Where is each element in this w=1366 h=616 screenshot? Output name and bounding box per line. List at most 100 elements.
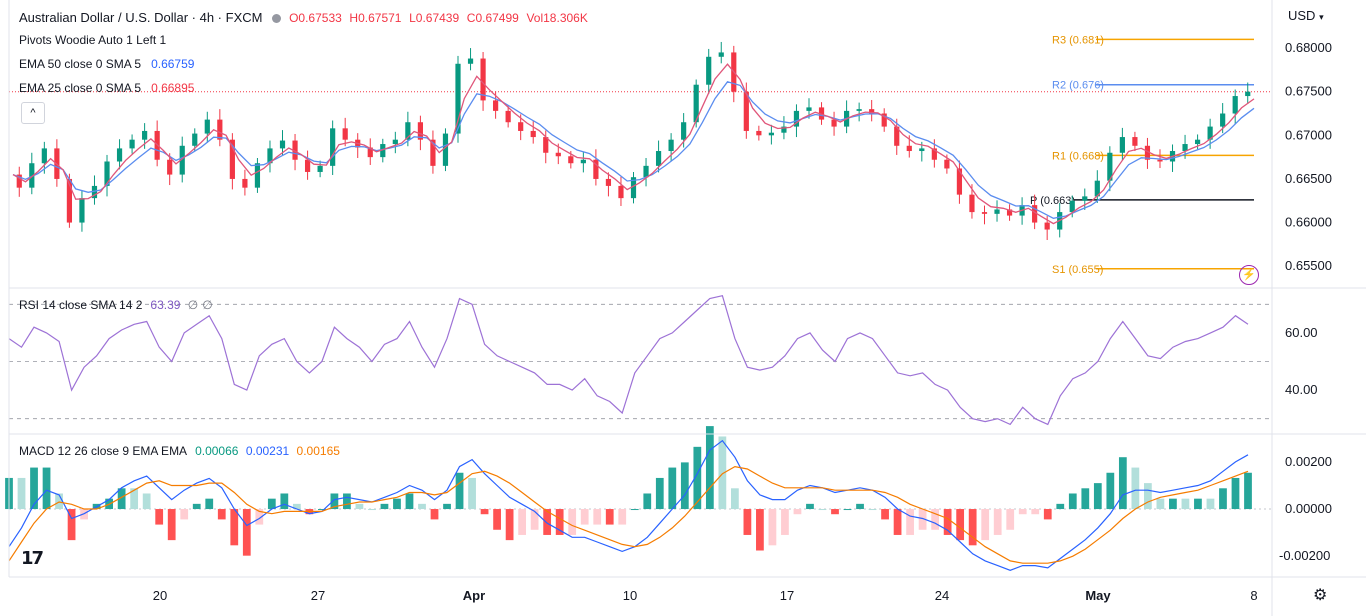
candle-body	[242, 178, 248, 188]
time-tick-label: Apr	[463, 588, 485, 603]
candle-body	[66, 178, 73, 223]
macd-hist-bar	[430, 509, 439, 520]
macd-hist-bar	[605, 509, 614, 525]
macd-hist-bar	[1068, 493, 1077, 510]
ema50-value: 0.66759	[151, 57, 195, 71]
tradingview-logo-icon[interactable]: 17	[21, 548, 44, 569]
candle-body	[981, 212, 988, 214]
rsi-extra-2: ∅	[202, 298, 213, 312]
lightning-icon[interactable]: ⚡	[1239, 265, 1259, 285]
ohlc-open: O0.67533	[289, 11, 342, 25]
macd-hist-value: 0.00066	[195, 444, 239, 458]
rsi-value: 63.39	[150, 298, 181, 312]
candle-body	[405, 122, 411, 140]
candle-body	[229, 139, 235, 179]
candle-body	[1157, 159, 1163, 162]
ema25-label: EMA 25 close 0 SMA 5	[19, 81, 142, 95]
macd-hist-bar	[856, 503, 864, 510]
candle-body	[430, 139, 436, 166]
macd-hist-bar	[368, 509, 376, 511]
macd-hist-bar	[981, 509, 990, 541]
macd-hist-bar	[756, 509, 764, 551]
candle-body	[706, 56, 712, 85]
ohlc-high: H0.67571	[349, 11, 402, 25]
candle-body	[505, 110, 511, 123]
macd-hist-bar	[1231, 477, 1240, 510]
candle-body	[467, 58, 474, 64]
candle-body	[831, 119, 837, 127]
candle-body	[1032, 205, 1038, 223]
rsi-label: RSI 14 close SMA 14 2	[19, 298, 143, 312]
macd-hist-bar	[530, 509, 539, 530]
candle-body	[342, 128, 348, 140]
candle-body	[793, 110, 800, 127]
pivots-label: Pivots Woodie Auto 1 Left 1	[19, 33, 167, 47]
macd-hist-bar	[956, 509, 965, 541]
macd-hist-bar	[380, 503, 389, 510]
macd-hist-bar	[493, 509, 501, 530]
macd-hist-bar	[918, 509, 927, 530]
macd-hist-bar	[1206, 498, 1215, 510]
rsi-tick-label: 60.00	[1285, 325, 1318, 340]
macd-hist-bar	[518, 509, 527, 535]
macd-hist-bar	[1018, 509, 1027, 515]
candle-body	[1132, 137, 1138, 146]
macd-hist-bar	[230, 509, 239, 546]
macd-legend[interactable]: MACD 12 26 close 9 EMA EMA 0.00066 0.0023…	[19, 444, 344, 458]
macd-hist-bar	[468, 477, 476, 510]
candle-body	[292, 140, 298, 160]
macd-hist-bar	[1143, 483, 1152, 510]
macd-label: MACD 12 26 close 9 EMA EMA	[19, 444, 188, 458]
macd-hist-bar	[1118, 457, 1127, 510]
candle-body	[493, 100, 499, 111]
time-tick-label: 20	[153, 588, 167, 603]
macd-line-value: 0.00231	[245, 444, 290, 458]
macd-hist-bar	[668, 467, 677, 510]
candle-body	[204, 119, 210, 134]
candle-body	[944, 159, 950, 169]
candle-body	[417, 122, 423, 140]
ema50-legend[interactable]: EMA 50 close 0 SMA 5 0.66759	[19, 57, 198, 71]
macd-hist-bar	[655, 477, 664, 510]
candle-body	[543, 137, 549, 153]
rsi-legend[interactable]: RSI 14 close SMA 14 2 63.39 ∅ ∅	[19, 298, 217, 312]
macd-hist-bar	[217, 509, 226, 520]
ema25-legend[interactable]: EMA 25 close 0 SMA 5 0.66895	[19, 81, 198, 95]
macd-hist-bar	[67, 509, 76, 541]
candle-body	[1144, 145, 1151, 160]
macd-hist-bar	[943, 509, 952, 535]
macd-hist-bar	[292, 503, 301, 510]
candle-body	[217, 119, 223, 140]
macd-hist-bar	[117, 488, 126, 510]
macd-hist-bar	[455, 472, 464, 510]
candle-body	[455, 63, 461, 134]
macd-hist-bar	[443, 503, 451, 510]
candle-body	[1069, 200, 1075, 213]
macd-hist-bar	[643, 493, 652, 510]
macd-hist-bar	[418, 503, 426, 510]
ema50-label: EMA 50 close 0 SMA 5	[19, 57, 142, 71]
macd-hist-bar	[393, 498, 401, 510]
candle-body	[555, 152, 561, 157]
macd-hist-bar	[730, 488, 739, 510]
pivots-legend[interactable]: Pivots Woodie Auto 1 Left 1	[19, 33, 170, 47]
currency-selector[interactable]: USD ▾	[1288, 8, 1324, 23]
gear-icon[interactable]: ⚙	[1313, 587, 1328, 604]
symbol-title[interactable]: Australian Dollar / U.S. Dollar · 4h · F…	[19, 10, 263, 25]
candle-body	[1194, 139, 1201, 145]
candle-body	[668, 139, 674, 152]
macd-hist-bar	[806, 503, 814, 510]
candle-body	[906, 145, 912, 152]
macd-hist-bar	[192, 503, 201, 510]
candle-body	[894, 126, 900, 146]
macd-hist-bar	[781, 509, 789, 535]
ema25-line	[12, 63, 1255, 225]
time-tick-label: 27	[311, 588, 325, 603]
macd-pane	[5, 426, 1272, 571]
rsi-pane	[8, 294, 1272, 426]
ema25-value: 0.66895	[151, 81, 195, 95]
collapse-legend-button[interactable]: ^	[21, 102, 45, 124]
candle-body	[254, 163, 261, 188]
time-tick-label: 10	[623, 588, 637, 603]
